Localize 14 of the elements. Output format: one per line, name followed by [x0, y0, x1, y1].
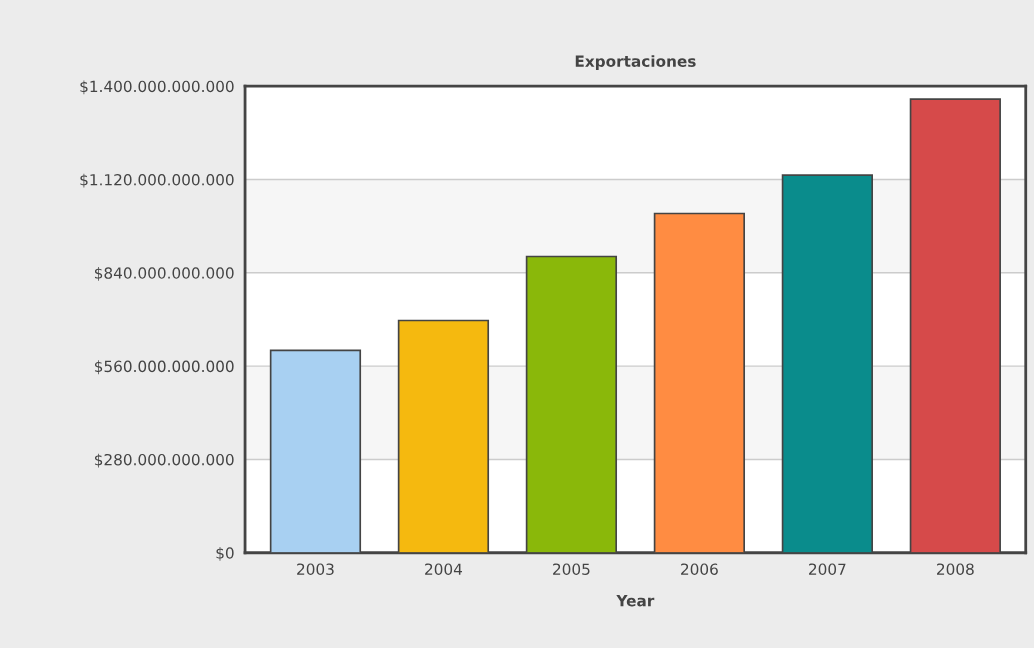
y-tick-label: $560.000.000.000	[94, 360, 234, 375]
y-tick-label: $1.120.000.000.000	[80, 173, 234, 188]
x-tick-label: 2005	[553, 563, 590, 575]
y-tick-label: $840.000.000.000	[94, 267, 234, 281]
x-axis-title: Year	[616, 595, 655, 607]
y-tick-label: $0	[216, 546, 234, 561]
y-tick-label: $1.400.000.000.000	[80, 80, 234, 95]
x-tick-label: 2006	[681, 563, 718, 575]
x-tick-label: 2008	[937, 563, 974, 575]
x-tick-label: 2003	[297, 563, 334, 575]
y-tick-label: $280.000.000.000	[94, 453, 234, 468]
x-tick-label: 2007	[809, 563, 846, 575]
chart-title: Exportaciones	[575, 55, 696, 70]
x-tick-label: 2004	[425, 563, 463, 575]
